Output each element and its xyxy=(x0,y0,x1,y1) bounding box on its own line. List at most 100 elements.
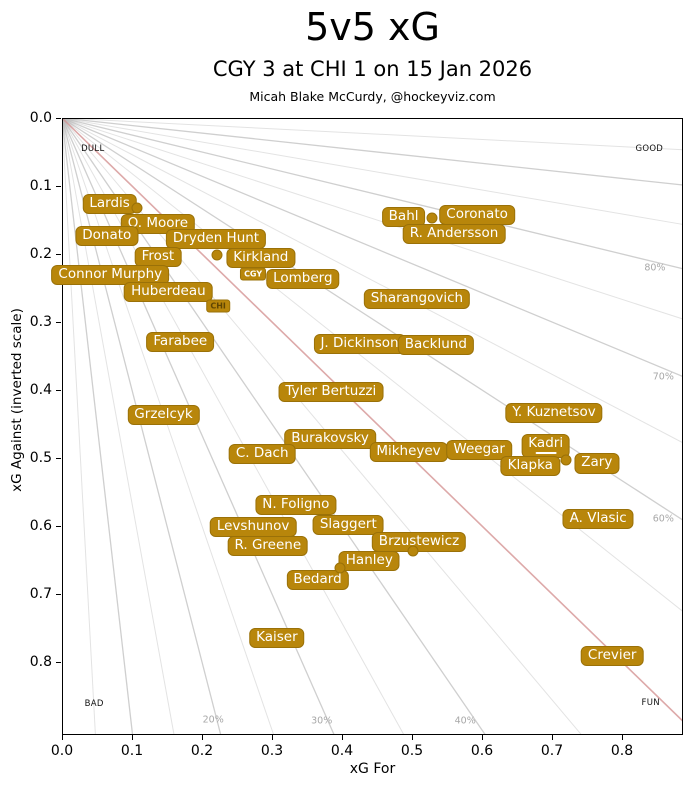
player-name: Bedard xyxy=(293,570,342,587)
player-label: Grzelcyk xyxy=(127,405,200,426)
x-tick-mark xyxy=(272,735,273,740)
goal-underline xyxy=(535,451,557,454)
pct-line xyxy=(62,118,683,444)
data-point-dot xyxy=(131,202,143,214)
x-tick-label: 0.4 xyxy=(330,743,354,759)
x-tick-mark xyxy=(132,735,133,740)
player-name: Y. Kuznetsov xyxy=(512,404,596,421)
player-name: Kadri xyxy=(528,434,564,451)
player-label: R. Andersson xyxy=(402,224,506,245)
pct-line xyxy=(62,118,134,735)
pct-label: 30% xyxy=(311,715,333,727)
player-label: Klapka xyxy=(500,456,560,477)
y-tick-mark xyxy=(56,254,61,255)
player-label: Kadri xyxy=(521,433,571,458)
chart-subtitle: CGY 3 at CHI 1 on 15 Jan 2026 xyxy=(212,57,533,81)
y-tick-label: 0.4 xyxy=(29,382,52,398)
pct-line xyxy=(62,118,683,225)
player-name: Kaiser xyxy=(256,629,298,646)
player-name: Slaggert xyxy=(319,516,377,533)
player-name: Kirkland xyxy=(233,249,289,266)
x-tick-label: 0.1 xyxy=(120,743,144,759)
player-label: Lomberg xyxy=(266,269,340,290)
player-name: J. Dickinson xyxy=(320,334,399,351)
x-tick-label: 0.7 xyxy=(540,743,564,759)
x-tick-label: 0.2 xyxy=(190,743,214,759)
player-label: Burakovsky xyxy=(284,428,376,450)
y-tick-label: 0.1 xyxy=(29,178,52,194)
pct-line xyxy=(62,118,683,186)
origin-smudge xyxy=(62,118,90,146)
x-tick-label: 0.0 xyxy=(50,743,74,759)
y-tick-mark xyxy=(56,458,61,459)
x-tick-mark xyxy=(342,735,343,740)
chart-title: 5v5 xG xyxy=(305,5,440,49)
player-label: J. Dickinson xyxy=(313,333,406,354)
player-label: Y. Kuznetsov xyxy=(505,403,603,424)
x-tick-label: 0.6 xyxy=(470,743,494,759)
player-label: Donato xyxy=(75,226,139,247)
y-tick-label: 0.0 xyxy=(29,110,52,126)
player-label: Tyler Bertuzzi xyxy=(278,381,384,403)
player-label: Dryden Hunt xyxy=(165,228,267,250)
player-name: Farabee xyxy=(153,332,208,349)
y-tick-label: 0.8 xyxy=(29,654,52,670)
plot-area: 80% 70% 60% 40% 30% 20% DULL GOOD BAD FUN Lardis O.… xyxy=(51,118,683,735)
y-tick-mark xyxy=(56,662,61,663)
player-name: R. Andersson xyxy=(409,225,499,242)
x-tick-label: 0.8 xyxy=(610,743,634,759)
y-tick-label: 0.7 xyxy=(29,586,52,602)
x-tick-mark xyxy=(622,735,623,740)
corner-label-fun: FUN xyxy=(641,697,660,708)
pct-line xyxy=(62,118,683,151)
pct-label: 60% xyxy=(652,513,674,525)
y-tick-mark xyxy=(56,322,61,323)
x-tick-mark xyxy=(202,735,203,740)
player-name: Brzustewicz xyxy=(378,533,460,550)
pct-label: 40% xyxy=(454,715,476,727)
player-label: Coronato xyxy=(439,205,515,226)
x-tick-mark xyxy=(412,735,413,740)
pct-line xyxy=(62,118,683,378)
player-label: Connor Murphy xyxy=(51,265,170,286)
pct-line xyxy=(62,118,405,735)
player-label: Frost xyxy=(134,246,182,267)
chart-credit: Micah Blake McCurdy, @hockeyviz.com xyxy=(249,89,496,104)
y-tick-mark xyxy=(56,526,61,527)
data-point-dot xyxy=(211,249,223,261)
player-name: Donato xyxy=(82,227,132,244)
player-label: R. Greene xyxy=(227,535,309,556)
data-point-dot xyxy=(407,545,419,557)
player-label: C. Dach xyxy=(228,443,296,464)
y-tick-mark xyxy=(56,118,61,119)
player-label: Farabee xyxy=(146,331,215,352)
player-name: Hanley xyxy=(345,551,393,568)
player-name: Lardis xyxy=(89,195,130,212)
corner-label-bad: BAD xyxy=(84,699,104,710)
team-tag-chi: CHI xyxy=(206,299,230,313)
pct-line xyxy=(62,118,683,320)
player-label: Hanley xyxy=(338,550,400,571)
player-name: A. Vlasic xyxy=(569,510,627,527)
x-tick-mark xyxy=(482,735,483,740)
corner-label-good: GOOD xyxy=(635,144,664,155)
plot-frame xyxy=(62,118,683,735)
y-axis-label: xG Against (inverted scale) xyxy=(9,308,25,492)
player-label: Zary xyxy=(574,453,620,474)
pct-label: 70% xyxy=(652,371,674,383)
player-label: Levshunov xyxy=(209,516,297,537)
player-label: N. Foligno xyxy=(255,494,337,515)
player-label: Kirkland xyxy=(226,248,296,269)
pct-label: 80% xyxy=(644,262,666,274)
player-label: Weegar xyxy=(446,439,512,460)
y-tick-label: 0.3 xyxy=(29,314,52,330)
percentage-fan-lines xyxy=(62,118,683,735)
y-tick-label: 0.2 xyxy=(29,246,52,262)
player-name: Coronato xyxy=(446,206,508,223)
player-label: Brzustewicz xyxy=(371,532,467,553)
player-label: Bahl xyxy=(381,207,426,228)
data-point-dot xyxy=(560,454,572,466)
team-tag-cgy: CGY xyxy=(240,267,267,281)
pct-line xyxy=(62,118,275,735)
